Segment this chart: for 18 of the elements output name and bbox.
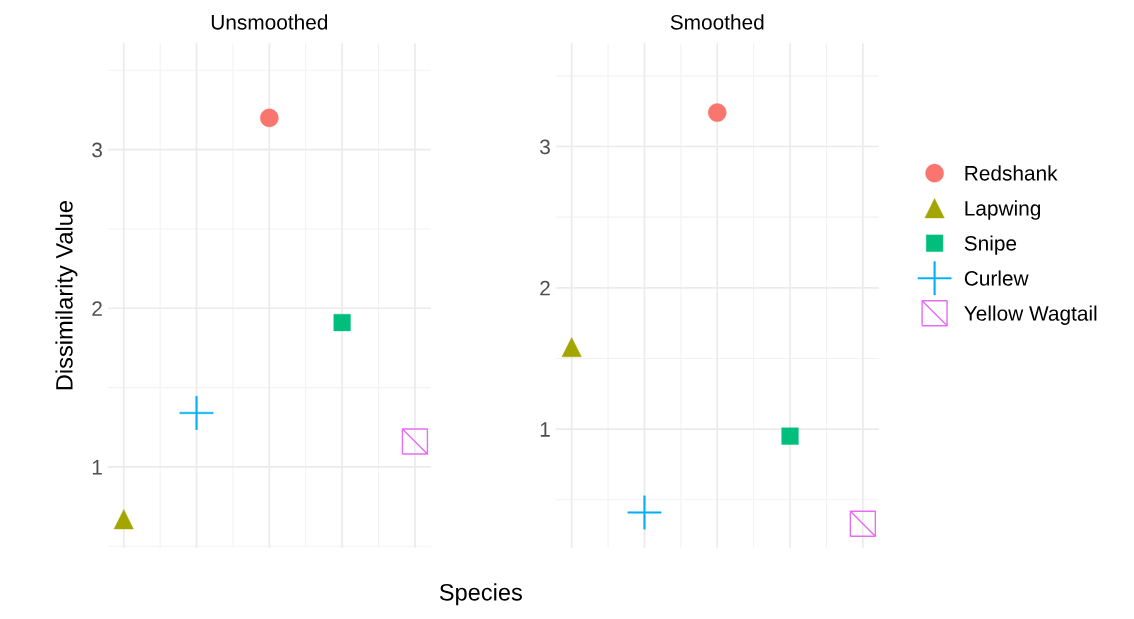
legend-label: Snipe bbox=[964, 235, 1017, 255]
legend-label: Lapwing bbox=[965, 200, 1041, 220]
y-tick-label: 1 bbox=[92, 460, 102, 475]
y-tick-label: 1 bbox=[540, 422, 550, 437]
y-tick-label: 3 bbox=[92, 142, 102, 158]
chart-title: Smoothed bbox=[670, 14, 764, 30]
x-axis-title: Species bbox=[439, 583, 522, 606]
point bbox=[401, 428, 429, 455]
y-axis-title: Dissimilarity Value bbox=[55, 201, 78, 390]
point bbox=[849, 510, 877, 537]
chart-title: Unsmoothed bbox=[211, 14, 328, 30]
point bbox=[260, 108, 279, 128]
y-tick-label: 2 bbox=[92, 301, 102, 316]
y-tick-label: 2 bbox=[540, 280, 550, 296]
legend-label: Yellow Wagtail bbox=[964, 305, 1097, 325]
y-tick-label: 3 bbox=[540, 139, 550, 155]
legend-label: Curlew bbox=[964, 270, 1029, 286]
legend-label: Redshank bbox=[965, 165, 1058, 181]
